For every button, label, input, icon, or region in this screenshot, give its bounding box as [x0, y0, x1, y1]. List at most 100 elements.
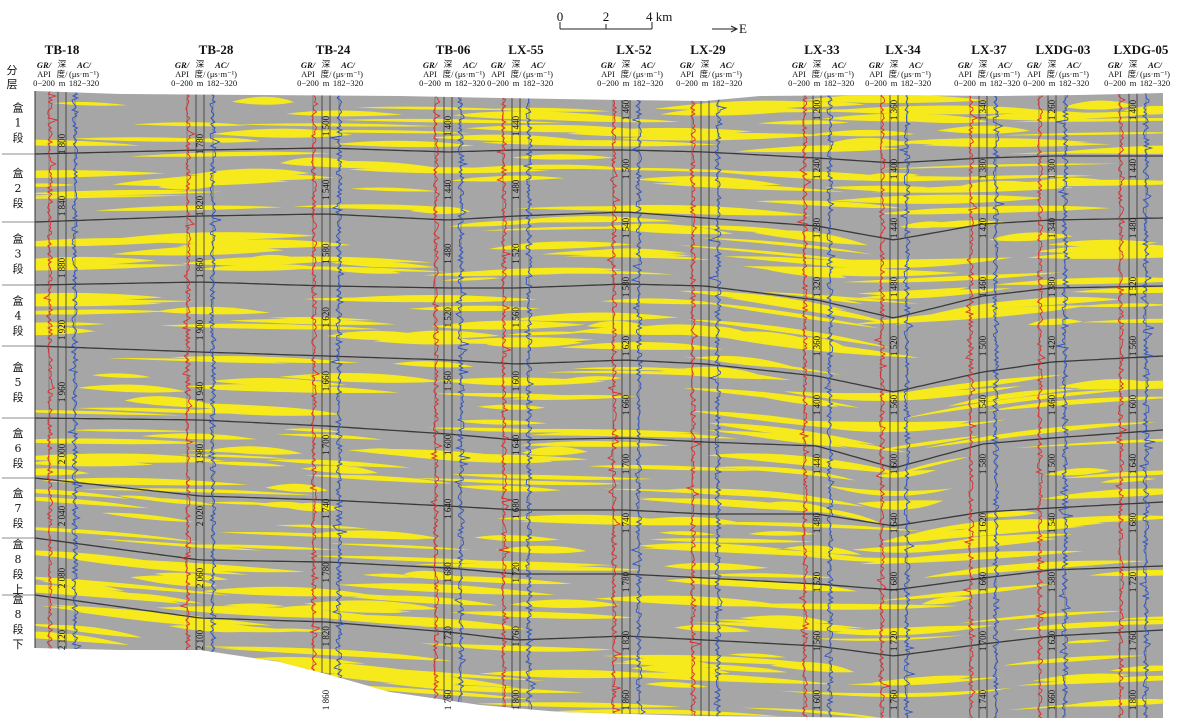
ac-unit: (μs·m⁻¹)	[333, 69, 363, 79]
sandbody	[50, 604, 273, 626]
segment-char: 盒	[13, 360, 24, 374]
segment-label-6: 盒 6段	[13, 426, 24, 470]
sandbody-layer	[35, 94, 1163, 718]
sandbody	[464, 175, 565, 181]
depth-label-top: 深	[1129, 59, 1138, 69]
ac-curve	[65, 91, 84, 718]
sandbody	[35, 322, 107, 327]
depth-label: 1 480	[812, 512, 822, 533]
depth-label: 1 380	[1047, 276, 1057, 297]
depth-label: 1 260	[1047, 99, 1057, 120]
ac-curve	[898, 91, 916, 718]
depth-unit: m	[623, 78, 630, 88]
sandbody	[937, 125, 1031, 134]
scale-tick-4km: 4 km	[646, 9, 672, 24]
ac-unit: (μs·m⁻¹)	[69, 69, 99, 79]
segment-label-1: 盒 1段	[13, 101, 24, 145]
depth-label: 1 820	[321, 626, 331, 647]
segment-boundary-line	[35, 281, 1163, 319]
depth-label-top: 深	[622, 59, 631, 69]
sandbody	[871, 675, 974, 684]
depth-label: 1 660	[621, 394, 631, 415]
sandbody	[289, 130, 471, 134]
sandbody	[274, 524, 368, 529]
gr-unit: API	[680, 69, 694, 79]
sandbody	[705, 666, 788, 673]
depth-label: 2 080	[57, 567, 67, 588]
gr-range: 0−200	[676, 78, 698, 88]
ac-unit: (μs·m⁻¹)	[207, 69, 237, 79]
sandbody	[1040, 675, 1125, 682]
well-name: LX-33	[804, 42, 840, 57]
depth-label: 1 360	[889, 99, 899, 120]
sandbody	[275, 433, 383, 440]
sandbody	[748, 530, 817, 536]
depth-label-bottom: 度/	[621, 69, 633, 79]
ac-curve	[207, 91, 222, 718]
segment-char: 盒	[13, 232, 24, 246]
gr-curve	[495, 91, 512, 718]
sandbody	[303, 600, 440, 610]
segment-char: 段	[13, 516, 24, 530]
depth-label-bottom: 度/	[511, 69, 523, 79]
depth-label: 1 760	[443, 689, 453, 710]
depth-label: 1 740	[621, 512, 631, 533]
depth-label: 1 760	[1128, 630, 1138, 651]
sandbody	[111, 245, 284, 256]
sandbody	[547, 271, 674, 275]
depth-label: 1 440	[812, 453, 822, 474]
sandbody	[53, 101, 127, 106]
sandbody	[279, 372, 441, 383]
depth-label-top: 深	[196, 59, 205, 69]
sandbody	[910, 526, 1086, 542]
gr-label: GR/	[792, 60, 808, 70]
sandbody	[706, 573, 835, 578]
sandbody	[743, 266, 960, 277]
sandbody	[725, 297, 892, 324]
segment-boundaries	[35, 147, 1163, 657]
depth-label: 2 040	[57, 505, 67, 526]
sandbody	[283, 428, 340, 433]
depth-label: 1 400	[889, 158, 899, 179]
sandbody	[331, 260, 436, 268]
depth-label: 1 600	[889, 453, 899, 474]
segment-label-3: 盒 3段	[13, 232, 24, 276]
sandbody	[921, 596, 974, 605]
segment-char: 盒	[13, 426, 24, 440]
ac-range: 182−320	[1140, 78, 1170, 88]
sandbody	[44, 625, 143, 638]
well-name: LX-37	[971, 42, 1007, 57]
gr-unit: API	[1108, 69, 1122, 79]
sandbody	[812, 689, 1002, 698]
depth-label-bottom: 度/	[978, 69, 990, 79]
segment-char: 段	[13, 622, 24, 636]
depth-label: 1 820	[621, 630, 631, 651]
sandbody	[644, 516, 738, 524]
sandbody	[623, 132, 741, 136]
depth-label: 2 000	[57, 443, 67, 464]
ac-range: 182−320	[633, 78, 663, 88]
ac-curve	[1055, 91, 1073, 718]
ac-curve	[823, 91, 836, 718]
sandbody	[455, 485, 562, 492]
gr-label: GR/	[491, 60, 507, 70]
sandbody	[1073, 380, 1163, 390]
segment-label-2: 盒 2段	[13, 166, 24, 210]
sandbody	[878, 435, 982, 450]
sandbody	[877, 469, 937, 478]
depth-label: 1 460	[1047, 394, 1057, 415]
ac-label: AC/	[1147, 60, 1163, 70]
sandbody	[159, 237, 254, 244]
gr-range: 0−200	[597, 78, 619, 88]
depth-label: 1 600	[443, 434, 453, 455]
ac-range: 182−320	[712, 78, 742, 88]
sandbody	[975, 179, 1163, 186]
sandbody	[519, 517, 728, 526]
ac-label: AC/	[462, 60, 478, 70]
gr-unit: API	[958, 69, 972, 79]
